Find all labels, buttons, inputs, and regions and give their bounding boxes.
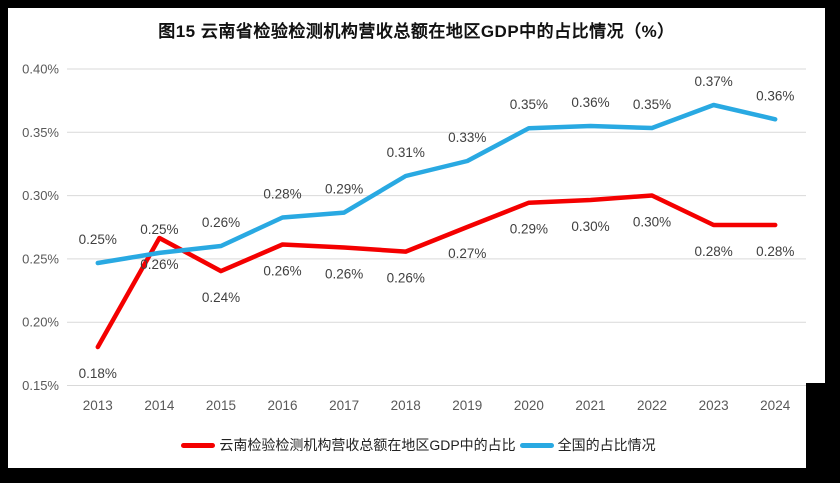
y-tick-label: 0.20% bbox=[22, 315, 59, 330]
y-tick-label: 0.30% bbox=[22, 188, 59, 203]
x-tick-label: 2017 bbox=[329, 398, 359, 413]
national-data-label: 0.36% bbox=[571, 95, 609, 110]
y-tick-label: 0.40% bbox=[22, 62, 59, 77]
line-chart: 0.40% 0.35% 0.30% 0.25% 0.20% 0.15% 2013 2014 20… bbox=[22, 62, 806, 413]
x-tick-label: 2015 bbox=[206, 398, 236, 413]
yunnan-data-label: 0.26% bbox=[140, 257, 178, 272]
legend-label-yunnan: 云南检验检测机构营收总额在地区GDP中的占比 bbox=[219, 437, 516, 453]
national-data-label: 0.28% bbox=[263, 187, 301, 202]
legend-label-national: 全国的占比情况 bbox=[557, 437, 656, 453]
yunnan-data-label: 0.29% bbox=[510, 222, 548, 237]
y-tick-label: 0.15% bbox=[22, 378, 59, 393]
yunnan-data-label: 0.26% bbox=[325, 267, 363, 282]
yunnan-data-label: 0.30% bbox=[633, 214, 671, 229]
x-tick-label: 2016 bbox=[268, 398, 298, 413]
yunnan-data-label: 0.26% bbox=[387, 271, 425, 286]
screen-black-corner-patch bbox=[806, 383, 840, 483]
x-tick-label: 2019 bbox=[452, 398, 482, 413]
national-series-line bbox=[95, 102, 778, 266]
national-data-label: 0.37% bbox=[694, 74, 732, 89]
yunnan-data-label: 0.24% bbox=[202, 290, 240, 305]
yunnan-data-label: 0.28% bbox=[694, 244, 732, 259]
national-data-label: 0.35% bbox=[510, 97, 548, 112]
x-tick-label: 2018 bbox=[391, 398, 421, 413]
yunnan-data-label: 0.30% bbox=[571, 219, 609, 234]
national-data-label: 0.26% bbox=[202, 215, 240, 230]
national-data-label: 0.35% bbox=[633, 97, 671, 112]
yunnan-data-label: 0.18% bbox=[79, 366, 117, 381]
yunnan-series-line bbox=[95, 193, 778, 350]
national-data-label: 0.29% bbox=[325, 182, 363, 197]
legend-swatch-national bbox=[519, 442, 554, 448]
national-data-label: 0.31% bbox=[387, 145, 425, 160]
x-tick-label: 2024 bbox=[760, 398, 791, 413]
yunnan-data-label: 0.26% bbox=[263, 263, 301, 278]
x-tick-label: 2013 bbox=[83, 398, 113, 413]
x-tick-label: 2014 bbox=[144, 398, 175, 413]
yunnan-data-label: 0.27% bbox=[448, 246, 486, 261]
chart-legend: 云南检验检测机构营收总额在地区GDP中的占比 全国的占比情况 bbox=[8, 435, 825, 455]
national-data-label: 0.25% bbox=[140, 222, 178, 237]
x-tick-label: 2022 bbox=[637, 398, 667, 413]
x-tick-label: 2021 bbox=[575, 398, 605, 413]
chart-canvas: 图15 云南省检验检测机构营收总额在地区GDP中的占比情况（%） 0.40% 0.… bbox=[8, 8, 825, 468]
y-tick-label: 0.35% bbox=[22, 125, 59, 140]
x-tick-label: 2023 bbox=[699, 398, 729, 413]
national-data-label: 0.25% bbox=[79, 232, 117, 247]
chart-title: 图15 云南省检验检测机构营收总额在地区GDP中的占比情况（%） bbox=[158, 22, 675, 41]
x-tick-label: 2020 bbox=[514, 398, 544, 413]
legend-swatch-yunnan bbox=[181, 442, 216, 448]
y-tick-label: 0.25% bbox=[22, 251, 59, 266]
yunnan-data-label: 0.28% bbox=[756, 244, 794, 259]
national-data-label: 0.36% bbox=[756, 88, 794, 103]
national-data-label: 0.33% bbox=[448, 130, 486, 145]
